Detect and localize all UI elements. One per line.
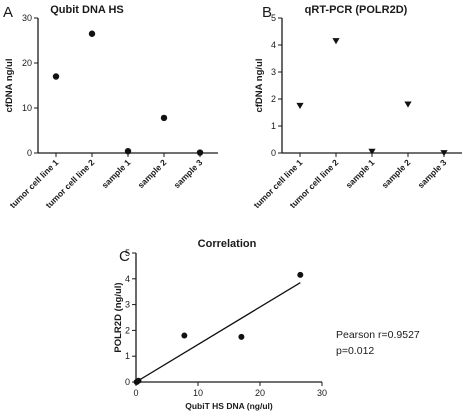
data-point (368, 148, 376, 155)
x-tick-label: 10 (193, 388, 203, 398)
y-tick-label: 4 (271, 40, 276, 50)
x-tick-label: sample 2 (136, 157, 169, 190)
data-point (238, 333, 245, 340)
y-tick-label: 0 (125, 377, 130, 387)
panel-c: C Correlation 0 1 2 3 4 5 POLR2D (ng/ul) 0 10 20 30 Q… (113, 238, 420, 411)
y-axis-label: cfDNA ng/ul (254, 58, 265, 112)
y-tick-label: 2 (125, 325, 130, 335)
data-point (160, 114, 168, 122)
y-tick-label: 1 (125, 351, 130, 361)
x-tick-label: sample 2 (380, 157, 413, 190)
panel-letter: C (119, 248, 130, 265)
x-tick-label: sample 3 (416, 157, 449, 190)
data-point (133, 379, 140, 385)
regression-line (135, 282, 301, 383)
data-point (124, 148, 132, 155)
y-tick-label: 5 (271, 13, 276, 23)
data-point (181, 332, 188, 339)
x-tick-label: 0 (133, 388, 138, 398)
y-tick-label: 3 (271, 67, 276, 77)
y-tick-label: 3 (125, 300, 130, 310)
y-tick-label: 20 (22, 58, 32, 68)
data-point (88, 30, 96, 37)
data-point (404, 101, 412, 108)
data-point (296, 102, 304, 109)
y-tick-label: 0 (271, 148, 276, 158)
stat-annotation: p=0.012 (336, 345, 374, 357)
data-point (332, 38, 340, 45)
stat-annotation: Pearson r=0.9527 (336, 329, 420, 341)
x-tick-label: sample 1 (344, 157, 377, 190)
x-tick-label: sample 1 (100, 157, 133, 190)
data-point (297, 271, 304, 278)
y-axis-label: POLR2D (ng/ul) (113, 282, 124, 352)
y-tick-label: 1 (271, 121, 276, 131)
data-point (440, 150, 448, 157)
x-axis-label: QubiT HS DNA (ng/ul) (185, 401, 273, 411)
data-point (196, 149, 204, 156)
panel-letter: B (262, 4, 272, 21)
y-tick-label: 30 (22, 13, 32, 23)
y-tick-label: 5 (125, 248, 130, 258)
chart-title: Correlation (198, 238, 257, 250)
data-point (52, 73, 60, 80)
y-axis-label: cfDNA ng/ul (4, 58, 15, 112)
chart-title: Qubit DNA HS (50, 4, 124, 16)
panel-letter: A (3, 4, 13, 21)
y-tick-label: 0 (27, 148, 32, 158)
y-tick-label: 10 (22, 103, 32, 113)
x-tick-label: 30 (317, 388, 327, 398)
x-tick-label: sample 3 (172, 157, 205, 190)
y-tick-label: 4 (125, 274, 130, 284)
x-tick-label: 20 (255, 388, 265, 398)
chart-title: qRT-PCR (POLR2D) (305, 4, 408, 16)
y-tick-label: 2 (271, 94, 276, 104)
